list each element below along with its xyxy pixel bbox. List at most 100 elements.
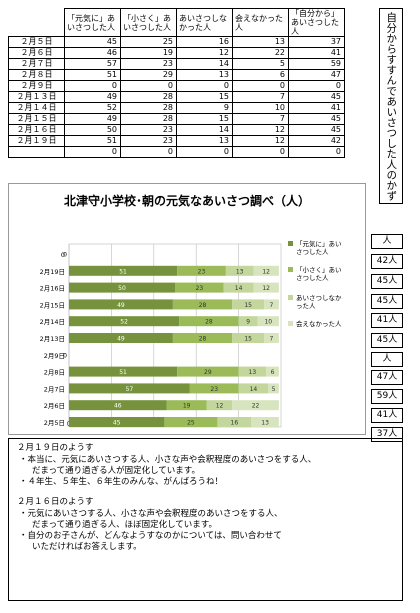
table-value-cell: 15 xyxy=(176,91,233,103)
y-category-label: 2月9日 xyxy=(44,352,65,360)
table-value-cell: 41 xyxy=(288,47,345,59)
table-value-cell: 52 xyxy=(64,102,121,114)
y-category-label: 2月15日 xyxy=(40,301,65,309)
table-value-cell: 0 xyxy=(176,146,233,158)
table-value-cell: 15 xyxy=(176,113,233,125)
legend-swatch xyxy=(288,241,293,246)
bar-segment xyxy=(69,333,173,343)
legend-swatch xyxy=(288,295,293,300)
bar-value-label: 14 xyxy=(235,285,243,292)
bar-segment xyxy=(177,366,239,377)
bar-segment xyxy=(264,333,279,343)
notes-s1-heading: ２月１９日のようす xyxy=(17,443,94,453)
table-value-cell: 16 xyxy=(176,36,233,48)
table-value-cell: 23 xyxy=(120,124,177,136)
bar-segment xyxy=(69,400,167,411)
table-value-cell: 10 xyxy=(232,102,289,114)
chart-frame: 0204060802月5日452516132月6日461912222月7日572… xyxy=(8,183,366,435)
table-value-cell: 12 xyxy=(232,124,289,136)
bar-value-label: 0 xyxy=(63,252,67,259)
bar-segment xyxy=(177,265,226,276)
y-category-label: 2月13日 xyxy=(40,335,65,343)
table-value-cell: 42 xyxy=(288,135,345,147)
bar-value-label: 6 xyxy=(271,369,275,376)
header-genki: 「元気に」あいさつした人 xyxy=(64,8,121,37)
table-value-cell: 0 xyxy=(120,146,177,158)
bar-segment xyxy=(266,366,279,377)
table-value-cell: 0 xyxy=(232,80,289,92)
table-date-cell: ２月６日 xyxy=(8,47,65,59)
bar-segment xyxy=(223,282,254,293)
header-shinakatta: あいさつしなかった人 xyxy=(176,8,233,37)
table-date-cell: ２月１６日 xyxy=(8,124,65,136)
bar-value-label: 14 xyxy=(250,386,258,393)
count-box: 45人 xyxy=(371,274,403,289)
bar-value-label: 57 xyxy=(126,386,134,393)
bar-value-label: 7 xyxy=(270,336,274,343)
side-caption: 自分からすすんであいさつした人のかず xyxy=(379,8,403,204)
table-value-cell: 0 xyxy=(288,80,345,92)
table-header-row: 「元気に」あいさつした人 「小さく」あいさつした人 あいさつしなかった人 会えな… xyxy=(8,8,345,37)
bar-value-label: 51 xyxy=(119,268,127,275)
table-value-cell: 0 xyxy=(64,80,121,92)
bar-value-label: 12 xyxy=(262,285,270,292)
table-value-cell: 6 xyxy=(232,69,289,81)
bar-segment xyxy=(69,417,165,427)
bar-value-label: 28 xyxy=(199,336,207,343)
bar-value-label: 22 xyxy=(252,403,260,410)
header-aenakatta: 会えなかった人 xyxy=(232,8,289,37)
bar-segment xyxy=(164,417,218,427)
table-value-cell: 7 xyxy=(232,113,289,125)
y-category-label: 2月14日 xyxy=(40,318,65,326)
bar-value-label: 15 xyxy=(244,336,252,343)
attendance-table: 「元気に」あいさつした人 「小さく」あいさつした人 あいさつしなかった人 会えな… xyxy=(8,8,345,158)
count-box: 人 xyxy=(371,352,403,367)
table-value-cell: 41 xyxy=(288,102,345,114)
table-date-cell: ２月１３日 xyxy=(8,91,65,103)
table-row: ２月１９日 51 23 13 12 42 xyxy=(8,135,345,147)
bar-value-label: 25 xyxy=(187,420,195,427)
bar-value-label: 50 xyxy=(118,285,126,292)
table-value-cell: 0 xyxy=(64,146,121,158)
bar-segment xyxy=(251,417,279,427)
table-value-cell: 13 xyxy=(176,135,233,147)
table-value-cell: 51 xyxy=(64,69,121,81)
table-date-cell: ２月９日 xyxy=(8,80,65,92)
table-date-cell xyxy=(8,146,65,158)
bar-value-label: 49 xyxy=(117,336,125,343)
table-row: ２月９日 0 0 0 0 0 xyxy=(8,80,345,92)
table-row: ２月１６日 50 23 14 12 45 xyxy=(8,124,345,136)
bar-value-label: 23 xyxy=(210,386,218,393)
bar-value-label: 12 xyxy=(262,268,270,275)
bar-value-label: 10 xyxy=(264,319,272,326)
table-date-cell: ２月５日 xyxy=(8,36,65,48)
bar-value-label: 5 xyxy=(272,386,276,393)
table-value-cell: 12 xyxy=(232,135,289,147)
bar-segment xyxy=(232,299,265,310)
notes-s2-bullet-2-cont: いただければお答えします。 xyxy=(32,542,142,552)
bar-value-label: 23 xyxy=(198,268,206,275)
table-value-cell: 7 xyxy=(232,91,289,103)
table-date-cell: ２月１５日 xyxy=(8,113,65,125)
table-value-cell: 0 xyxy=(176,80,233,92)
bar-segment xyxy=(172,299,233,310)
table-date-cell: ２月７日 xyxy=(8,58,65,70)
bar-value-label: 46 xyxy=(114,403,122,410)
table-row: ２月６日 46 19 12 22 41 xyxy=(8,47,345,59)
table-value-cell: 12 xyxy=(176,47,233,59)
bar-value-label: 13 xyxy=(236,268,244,275)
bar-segment xyxy=(232,400,279,411)
table-value-cell: 45 xyxy=(288,113,345,125)
y-category-label: 2月8日 xyxy=(44,369,65,377)
bar-segment xyxy=(264,299,279,310)
bar-value-label: 15 xyxy=(244,302,252,309)
header-chiisaku: 「小さく」あいさつした人 xyxy=(120,8,177,37)
table-value-cell: 29 xyxy=(120,69,177,81)
bar-segment xyxy=(253,282,279,293)
bar-value-label: 45 xyxy=(113,420,121,427)
table-value-cell: 49 xyxy=(64,113,121,125)
count-box: 45人 xyxy=(371,333,403,348)
bar-value-label: 49 xyxy=(117,302,125,309)
legend-label: あいさつしなかった人 xyxy=(296,294,342,310)
